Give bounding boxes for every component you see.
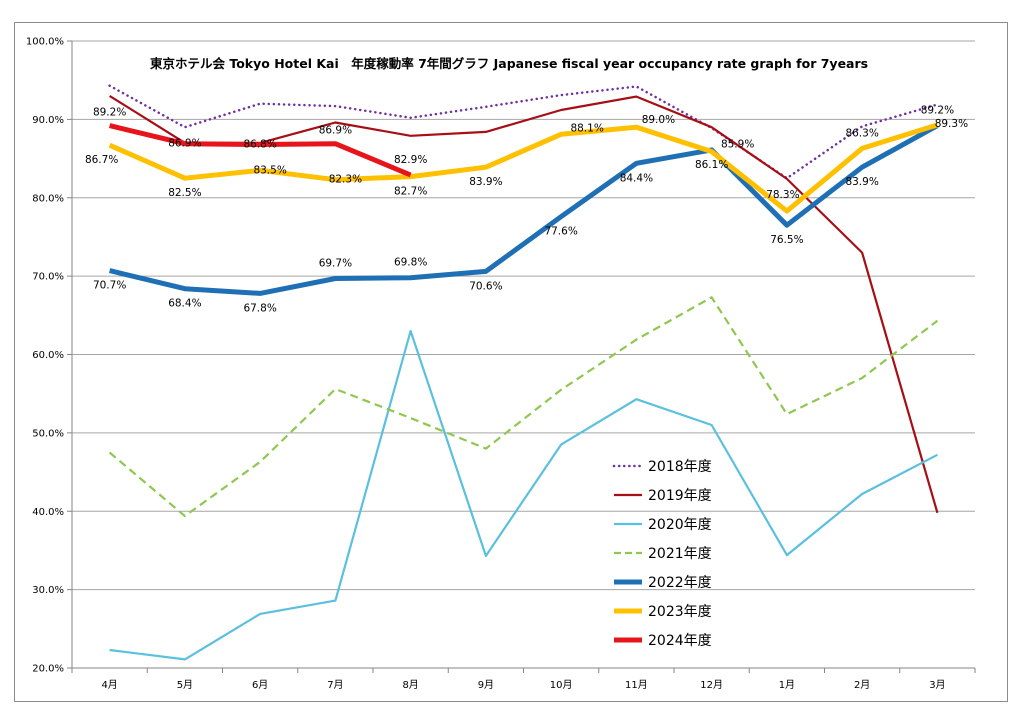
y-tick-label: 50.0% — [32, 428, 64, 439]
chart-title: 東京ホテル会 Tokyo Hotel Kai 年度稼動率 7年間グラフ Japa… — [150, 56, 868, 71]
axis-layer: 20.0% 30.0% 40.0% 50.0% 60.0% 70.0% 80.0% 90.0%… — [26, 37, 976, 691]
y-tick-label: 80.0% — [32, 193, 64, 204]
x-tick-label: 2月 — [854, 679, 870, 691]
series-line-3 — [108, 296, 939, 518]
data-label: 89.3% — [935, 118, 968, 130]
legend-label: 2022年度 — [648, 575, 712, 591]
data-label: 89.2% — [93, 107, 126, 119]
x-tick-label: 9月 — [478, 679, 494, 691]
data-label: 69.8% — [394, 257, 427, 269]
data-label: 83.9% — [469, 176, 502, 188]
x-tick-label: 10月 — [550, 679, 573, 691]
data-label: 86.3% — [845, 127, 878, 139]
data-label: 89.0% — [642, 114, 675, 126]
series-line-6 — [109, 123, 412, 178]
series-line-1 — [109, 94, 939, 514]
data-label: 86.8% — [243, 138, 276, 150]
data-label: 82.3% — [329, 174, 362, 186]
y-tick-label: 90.0% — [32, 115, 64, 126]
legend-label: 2024年度 — [648, 633, 712, 649]
y-tick-label: 20.0% — [32, 664, 64, 675]
y-tick-label: 30.0% — [32, 585, 64, 596]
grid-layer — [72, 40, 975, 669]
x-tick-label: 3月 — [929, 679, 945, 691]
data-label: 76.5% — [770, 234, 803, 246]
data-label: 82.7% — [394, 186, 427, 198]
data-label: 86.1% — [695, 159, 728, 171]
legend-label: 2018年度 — [648, 459, 712, 475]
legend: 2018年度 2019年度 2020年度 2021年度 2022年度 2023年度 2024… — [612, 459, 712, 649]
data-label: 78.3% — [766, 189, 799, 201]
chart-frame — [14, 22, 1008, 702]
series-line-0 — [108, 84, 939, 180]
legend-label: 2019年度 — [648, 488, 712, 504]
x-tick-label: 4月 — [101, 679, 117, 691]
data-label: 69.7% — [319, 257, 352, 269]
series-line-5 — [108, 122, 939, 214]
y-tick-label: 60.0% — [32, 350, 64, 361]
data-label: 70.6% — [469, 280, 502, 292]
data-label-layer: 70.7% 68.4% 67.8% 69.7% 69.8% 70.6% 77.6% 84.4%… — [85, 105, 968, 315]
y-tick-label: 70.0% — [32, 272, 64, 283]
x-tick-label: 6月 — [252, 679, 268, 691]
x-tick-label: 12月 — [700, 679, 723, 691]
legend-label: 2023年度 — [648, 604, 712, 620]
x-tick-label: 1月 — [779, 679, 795, 691]
series-layer — [108, 84, 939, 661]
x-tick-label: 7月 — [327, 679, 343, 691]
data-label: 85.9% — [721, 139, 754, 151]
data-label: 82.5% — [168, 187, 201, 199]
x-tick-label: 8月 — [402, 679, 418, 691]
data-label: 84.4% — [620, 172, 653, 184]
data-label: 89.2% — [921, 105, 954, 117]
x-tick-label: 5月 — [177, 679, 193, 691]
data-label: 70.7% — [93, 280, 126, 292]
data-label: 83.5% — [253, 164, 286, 176]
data-label: 67.8% — [243, 302, 276, 314]
data-label: 88.1% — [570, 122, 603, 134]
legend-label: 2021年度 — [648, 546, 712, 562]
data-label: 77.6% — [544, 226, 577, 238]
data-label: 83.9% — [845, 176, 878, 188]
x-tick-label: 11月 — [625, 679, 648, 691]
data-label: 86.7% — [85, 154, 118, 166]
y-tick-label: 40.0% — [32, 507, 64, 518]
data-label: 86.9% — [319, 125, 352, 137]
legend-label: 2020年度 — [648, 517, 712, 533]
series-line-2 — [109, 329, 938, 661]
y-tick-label: 100.0% — [26, 37, 64, 48]
series-line-4 — [109, 123, 939, 296]
data-label: 86.9% — [168, 138, 201, 150]
data-label: 82.9% — [394, 154, 427, 166]
data-label: 68.4% — [168, 298, 201, 310]
